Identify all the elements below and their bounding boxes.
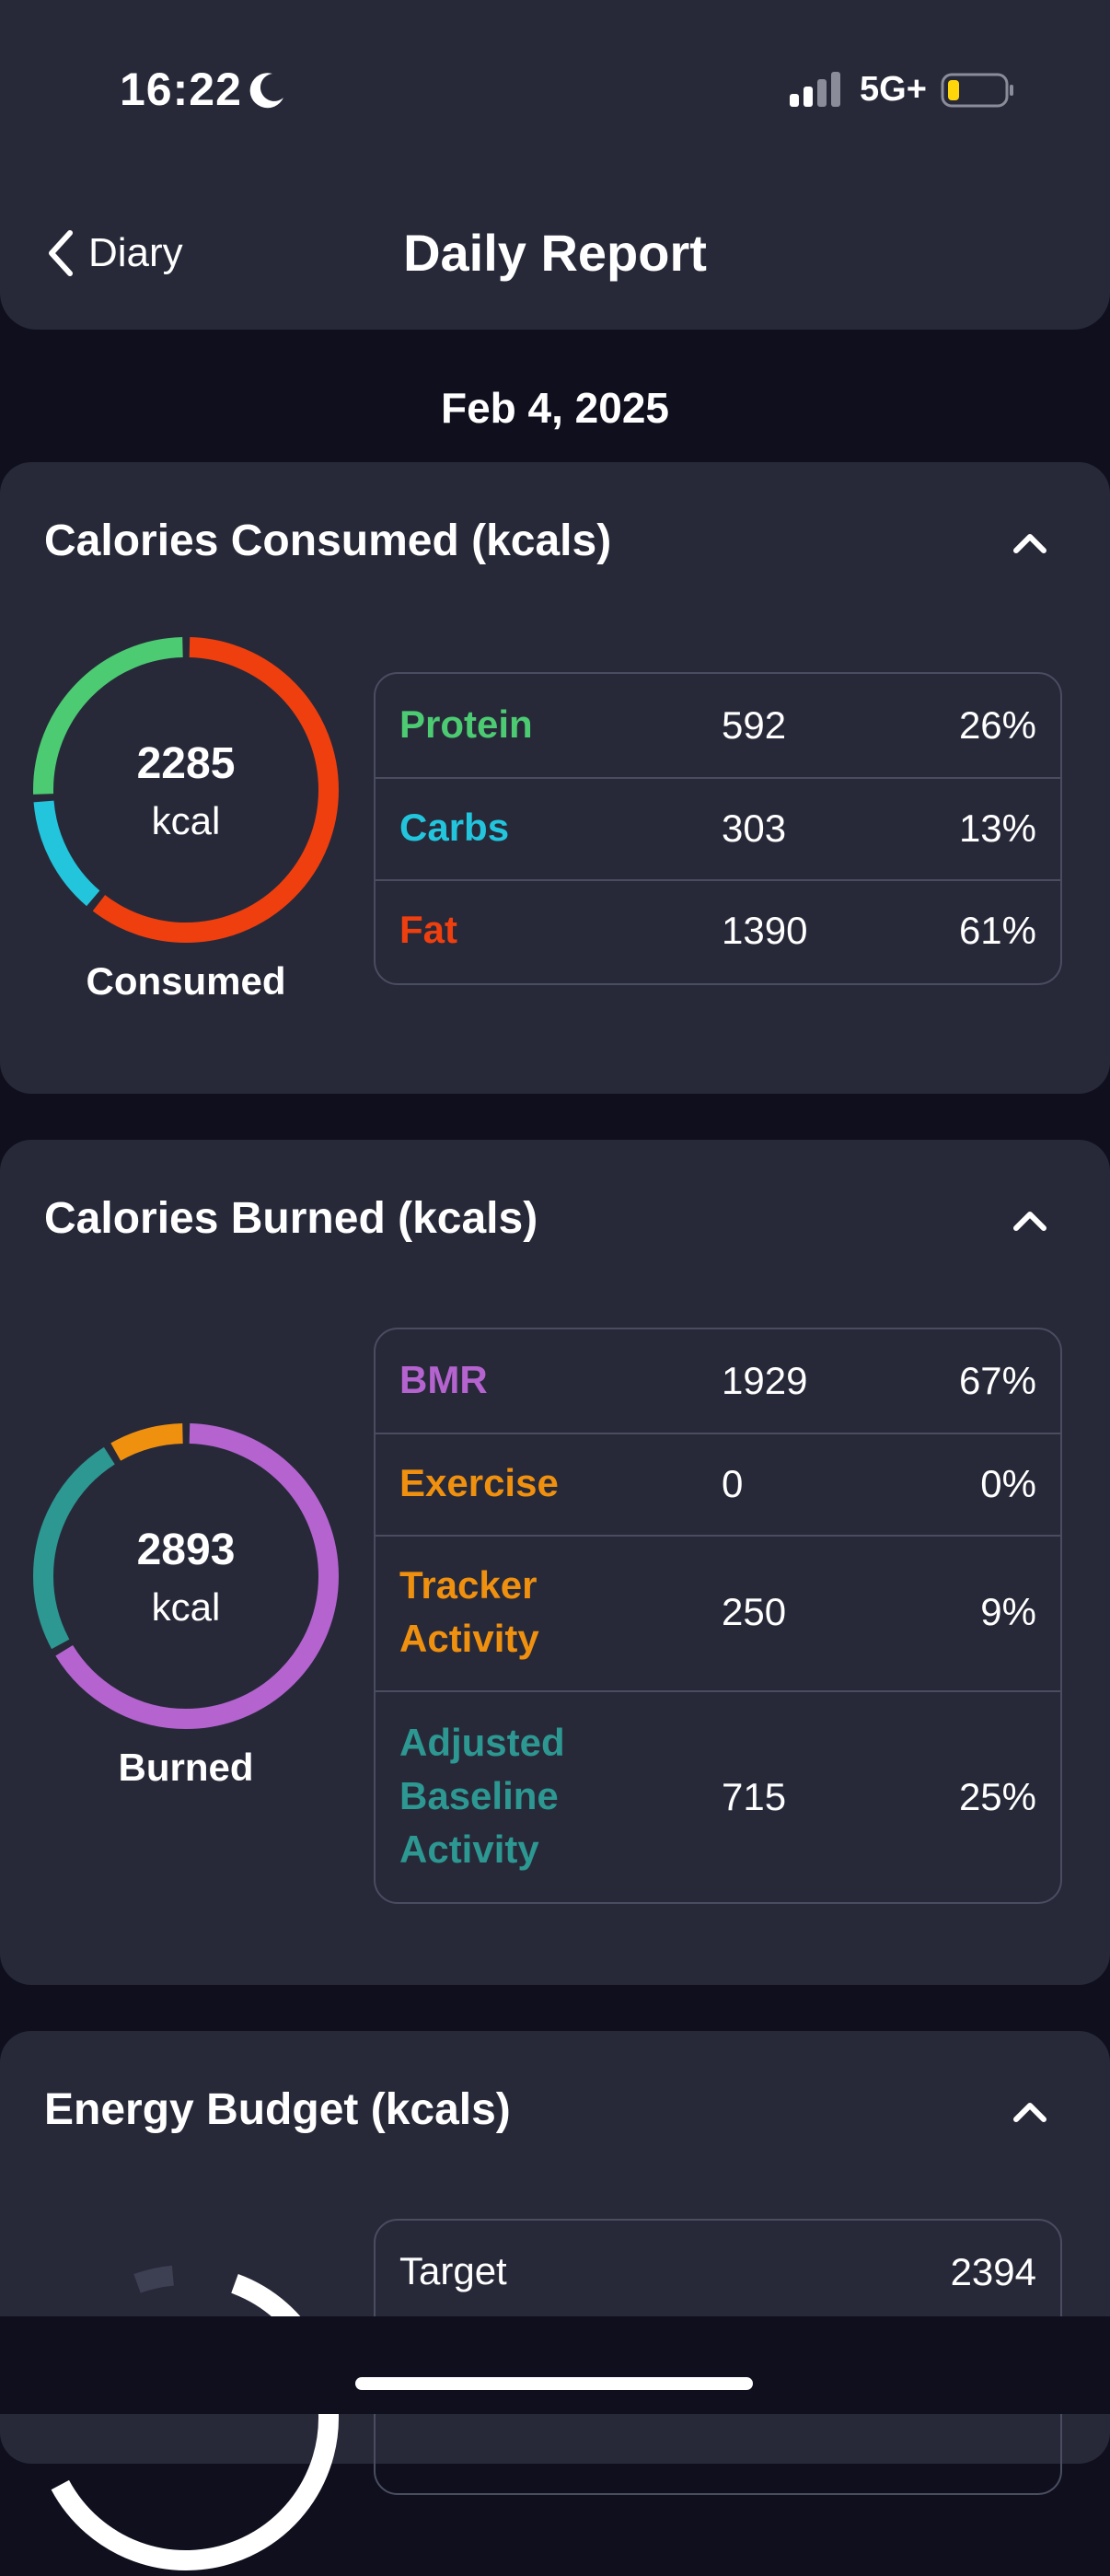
burned-donut-chart xyxy=(33,1423,339,1729)
signal-icon xyxy=(790,72,840,107)
row-value: 250 xyxy=(722,1590,787,1633)
burned-total: 2893 xyxy=(136,1526,236,1574)
burned-unit: kcal xyxy=(151,1585,221,1629)
chevron-up-icon[interactable] xyxy=(1009,2094,1051,2130)
chevron-left-icon xyxy=(49,230,73,276)
row-value: 0 xyxy=(722,1462,744,1505)
donut-segment-bmr xyxy=(33,1423,339,1729)
donut-segment-fat xyxy=(33,637,339,943)
row-percent: 67% xyxy=(958,1359,1036,1402)
table-row: Protein 592 26% xyxy=(376,674,1060,777)
consumed-unit: kcal xyxy=(151,799,221,842)
row-percent: 61% xyxy=(958,909,1036,952)
status-time: 16:22 xyxy=(120,64,242,115)
consumed-total: 2285 xyxy=(136,739,236,788)
table-row: Fat 1390 61% xyxy=(376,879,1060,983)
back-label: Diary xyxy=(88,230,183,275)
page-title: Daily Report xyxy=(403,224,707,282)
row-value: 1929 xyxy=(722,1359,808,1402)
table-row: Exercise 0 0% xyxy=(376,1433,1060,1535)
table-row: BMR 1929 67% xyxy=(376,1329,1060,1433)
table-row: Carbs 303 13% xyxy=(376,777,1060,879)
row-percent: 13% xyxy=(958,806,1036,850)
row-percent: 26% xyxy=(958,703,1036,747)
budget-donut-chart xyxy=(33,2265,339,2570)
row-value: 715 xyxy=(722,1775,787,1818)
row-percent: 0% xyxy=(980,1462,1036,1505)
chevron-up-icon[interactable] xyxy=(1009,525,1051,562)
row-value: 1390 xyxy=(722,909,808,952)
donut-segment-adjusted-baseline xyxy=(33,1423,339,1729)
card-title: Calories Burned (kcals) xyxy=(44,1194,538,1243)
calories-consumed-card: Calories Consumed (kcals) 2285 kcal Cons… xyxy=(0,462,1110,1094)
network-label: 5G+ xyxy=(860,70,927,109)
row-name-carbs: Carbs xyxy=(399,806,510,849)
row-name-bmr: BMR xyxy=(399,1358,488,1401)
consumed-caption: Consumed xyxy=(86,959,286,1003)
burned-caption: Burned xyxy=(118,1746,254,1789)
row-name-tracker-activity: Tracker Activity xyxy=(399,1563,539,1660)
burned-table: BMR 1929 67% Exercise 0 0% Tracker Activ… xyxy=(374,1328,1062,1904)
macros-table: Protein 592 26% Carbs 303 13% Fat 1390 6… xyxy=(374,672,1062,985)
report-date: Feb 4, 2025 xyxy=(440,384,670,432)
home-indicator[interactable] xyxy=(355,2377,753,2390)
donut-segment-protein xyxy=(33,637,339,943)
card-title: Energy Budget (kcals) xyxy=(44,2085,511,2134)
table-row: Adjusted Baseline Activity 715 25% xyxy=(376,1690,1060,1902)
bottom-bar xyxy=(0,2316,1110,2414)
row-percent: 25% xyxy=(958,1775,1036,1818)
row-name-target: Target xyxy=(399,2249,507,2292)
row-percent: 9% xyxy=(980,1590,1036,1633)
row-name-exercise: Exercise xyxy=(399,1461,559,1504)
row-value: 2394 xyxy=(950,2250,1036,2293)
row-name-adjusted-baseline-activity: Adjusted Baseline Activity xyxy=(399,1721,565,1871)
table-row: Tracker Activity 250 9% xyxy=(376,1535,1060,1690)
row-value: 303 xyxy=(722,806,787,850)
consumed-donut-chart xyxy=(33,637,339,943)
row-name-protein: Protein xyxy=(399,702,533,746)
back-button[interactable]: Diary xyxy=(44,221,183,285)
table-row: Target 2394 xyxy=(376,2221,1060,2324)
moon-icon xyxy=(249,73,283,109)
row-name-fat: Fat xyxy=(399,908,457,951)
card-title: Calories Consumed (kcals) xyxy=(44,516,612,565)
calories-burned-card: Calories Burned (kcals) 2893 kcal Burned… xyxy=(0,1140,1110,1985)
row-value: 592 xyxy=(722,703,787,747)
chevron-up-icon[interactable] xyxy=(1009,1202,1051,1239)
header-bar: 16:22 5G+ Diary Daily Report xyxy=(0,0,1110,330)
battery-icon xyxy=(941,73,1013,108)
